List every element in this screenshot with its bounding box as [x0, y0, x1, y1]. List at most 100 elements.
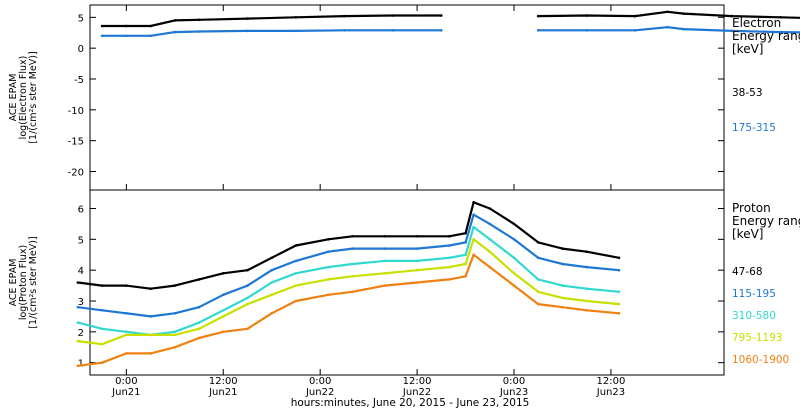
data-point [682, 12, 685, 15]
data-point [100, 361, 104, 365]
data-point [246, 296, 249, 300]
data-point [415, 247, 419, 250]
data-point [222, 293, 225, 297]
data-point [327, 238, 330, 241]
data-point [536, 241, 540, 244]
y-axis-label: ACE EPAM [8, 259, 19, 307]
y-tick-label: 2 [78, 328, 84, 339]
x-tick-label: Jun23 [596, 387, 625, 398]
data-point [512, 256, 516, 260]
data-point [100, 342, 104, 346]
data-point [383, 259, 387, 263]
data-point [633, 29, 637, 32]
data-point [343, 14, 346, 18]
data-point [327, 293, 330, 297]
data-point [125, 352, 128, 355]
data-point [472, 253, 475, 257]
data-point [464, 262, 467, 266]
data-point [561, 262, 564, 266]
data-point [617, 312, 621, 315]
data-point [197, 278, 201, 281]
data-point [472, 213, 475, 216]
y-tick-label: 0 [78, 44, 84, 55]
data-point [536, 256, 540, 260]
data-point [222, 309, 225, 312]
data-point [585, 309, 588, 312]
data-point [125, 333, 128, 337]
data-point [512, 238, 516, 241]
data-point [173, 330, 177, 334]
y-axis-label: [1/(cm²s ster MeV)] [28, 236, 39, 328]
y-tick-label: -5 [74, 75, 84, 86]
data-point [100, 24, 104, 28]
data-point [383, 247, 387, 250]
data-point [294, 259, 298, 263]
data-point [100, 34, 104, 38]
data-point [488, 250, 492, 253]
data-point [197, 305, 201, 309]
data-point [149, 315, 152, 318]
data-point [383, 235, 387, 238]
data-point [440, 14, 443, 17]
data-point [270, 312, 274, 315]
data-point [488, 265, 492, 269]
data-point [125, 284, 128, 287]
legend-title: Proton [732, 201, 771, 215]
data-point [125, 24, 128, 28]
data-point [415, 259, 419, 263]
data-point [415, 268, 419, 272]
data-point [585, 299, 588, 303]
data-point [617, 268, 621, 272]
data-point [472, 201, 475, 204]
data-point [472, 238, 475, 241]
data-point [270, 256, 274, 260]
x-tick-label: Jun22 [402, 387, 431, 398]
data-point [682, 27, 685, 31]
legend-entry: 38-53 [732, 87, 763, 99]
legend-entry: 795-1193 [732, 332, 783, 344]
data-point [149, 352, 152, 355]
data-point [197, 18, 201, 22]
legend-title: Energy ranges [732, 214, 800, 228]
y-axis-label: log(Electron Flux) [18, 56, 29, 140]
data-point [666, 25, 669, 29]
legend-title: [keV] [732, 42, 763, 56]
data-point [351, 262, 354, 266]
data-point [149, 24, 152, 28]
data-point [173, 312, 177, 315]
legend-entry: 115-195 [732, 288, 776, 300]
x-tick-label: Jun23 [499, 387, 528, 398]
y-tick-label: 4 [78, 266, 84, 277]
x-tick-label: 0:00 [115, 376, 137, 387]
x-tick-label: 0:00 [309, 376, 331, 387]
data-point [464, 241, 467, 244]
x-axis-label: hours:minutes, June 20, 2015 - June 23, … [291, 397, 530, 409]
y-tick-label: -15 [68, 137, 84, 148]
data-point [464, 231, 467, 235]
data-point [294, 15, 298, 19]
data-point [464, 253, 467, 257]
legend-title: Energy ranges [732, 29, 800, 43]
legend-title: Electron [732, 16, 781, 30]
data-point [294, 272, 298, 275]
proton-panel: 1 2 3 4 5 6 ACE EPAM log(Proton Flux) [1/(cm²s s… [8, 189, 800, 398]
data-point [472, 225, 475, 229]
data-point [246, 284, 249, 287]
y-tick-label: 3 [78, 297, 84, 308]
legend-entry: 1060-1900 [732, 354, 789, 366]
data-point [327, 265, 330, 269]
data-point [415, 281, 419, 284]
data-point [173, 333, 177, 337]
data-point [197, 327, 201, 331]
data-point [100, 327, 104, 331]
data-point [585, 29, 588, 32]
data-point [536, 302, 540, 306]
data-point [730, 29, 734, 33]
data-point [294, 299, 298, 303]
plot-frame [89, 189, 725, 376]
legend-entry: 310-580 [732, 310, 776, 322]
x-tick-label: Jun21 [111, 387, 140, 398]
y-tick-label: 5 [78, 13, 84, 24]
data-point [246, 302, 249, 306]
